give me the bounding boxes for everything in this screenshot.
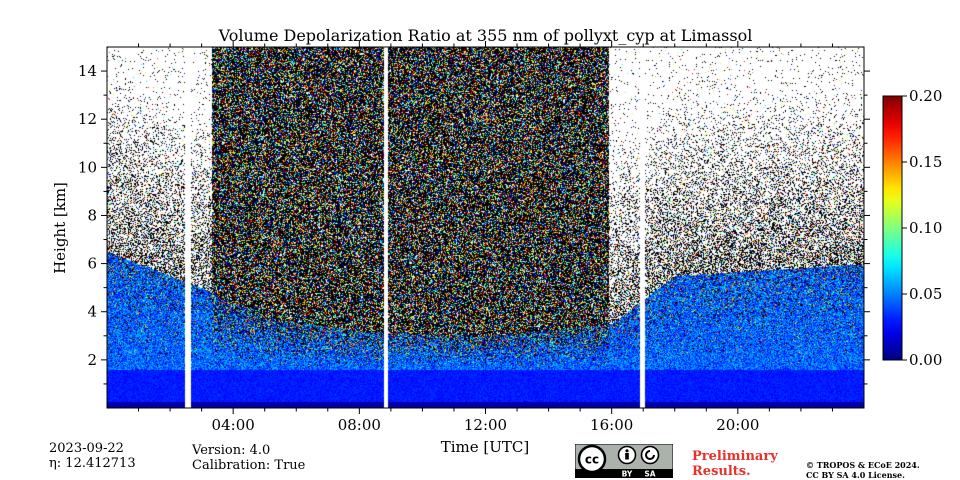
svg-text:cc: cc [585, 453, 599, 467]
colorbar-tick-label: 0.20 [909, 87, 942, 105]
date-block: 2023-09-22 η: 12.412713 [49, 441, 136, 471]
badge-sa-text: SA [644, 470, 655, 479]
depolarization-heatmap [107, 47, 864, 408]
colorbar-gradient [882, 95, 903, 361]
preliminary-line-2: Results. [692, 464, 751, 479]
colorbar-tick-label: 0.05 [909, 285, 942, 303]
x-tick-label: 08:00 [338, 416, 381, 434]
eta-text: η: 12.412713 [49, 456, 136, 471]
preliminary-note: Preliminary Results. [692, 449, 778, 479]
version-text: Version: 4.0 [192, 443, 271, 458]
sa-icon [640, 445, 660, 465]
colorbar-tick-label: 0.15 [909, 153, 942, 171]
x-axis-label: Time [UTC] [440, 438, 530, 456]
version-block: Version: 4.0 Calibration: True [192, 443, 305, 473]
heatmap-raster [107, 47, 864, 408]
x-tick-label: 12:00 [464, 416, 507, 434]
y-tick-label: 2 [87, 351, 97, 369]
x-tick-label: 20:00 [716, 416, 759, 434]
x-axis-ticks: 04:00 08:00 12:00 16:00 20:00 [138, 41, 833, 434]
y-axis-label: Height [km] [51, 182, 69, 274]
y-tick-label: 6 [87, 255, 97, 273]
y-tick-label: 10 [78, 158, 97, 176]
chart-title: Volume Depolarization Ratio at 355 nm of… [218, 26, 753, 45]
copyright-line-1: © TROPOS & ECoE 2024. [806, 460, 920, 470]
copyright-note: © TROPOS & ECoE 2024. CC BY SA 4.0 Licen… [806, 460, 920, 480]
x-tick-label: 04:00 [212, 416, 255, 434]
copyright-line-2: CC BY SA 4.0 License. [806, 470, 905, 480]
colorbar: 0.00 0.05 0.10 0.15 0.20 [882, 87, 942, 369]
preliminary-line-1: Preliminary [692, 449, 778, 464]
calibration-text: Calibration: True [192, 458, 306, 473]
colorbar-tick-label: 0.10 [909, 219, 942, 237]
y-tick-label: 12 [78, 110, 97, 128]
x-tick-label: 16:00 [590, 416, 633, 434]
date-text: 2023-09-22 [49, 441, 124, 456]
cc-by-sa-badge: cc BY SA [575, 444, 673, 478]
y-axis-ticks: 2 4 6 8 10 12 14 [78, 62, 870, 385]
colorbar-tick-label: 0.00 [909, 351, 942, 369]
y-tick-label: 14 [78, 62, 97, 80]
cc-icon [577, 444, 607, 474]
y-tick-label: 8 [87, 206, 97, 224]
badge-by-text: BY [622, 470, 633, 479]
y-tick-label: 4 [87, 303, 97, 321]
